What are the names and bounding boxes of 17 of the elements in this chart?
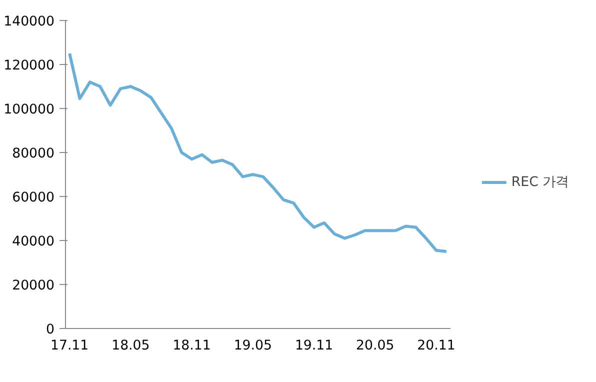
y-tick-label: 120000 [4,58,55,74]
y-tick-label: 40000 [12,234,55,250]
y-tick-label: 60000 [12,190,55,206]
x-tick-label: 19.11 [294,338,334,354]
x-tick-label: 18.11 [172,338,211,354]
x-tick-label: 20.11 [417,338,456,354]
y-tick-label: 100000 [4,102,55,118]
legend-label: REC 가격 [511,174,569,191]
x-tick-label: 19.05 [234,338,272,354]
x-tick-label: 20.05 [356,338,394,354]
x-tick-label: 17.11 [50,338,89,354]
x-tick-label: 18.05 [112,338,150,354]
y-tick-label: 140000 [4,14,55,30]
y-tick-label: 80000 [12,146,55,162]
y-tick-label: 0 [46,322,55,338]
y-tick-label: 20000 [12,278,55,294]
line-series [68,52,448,253]
